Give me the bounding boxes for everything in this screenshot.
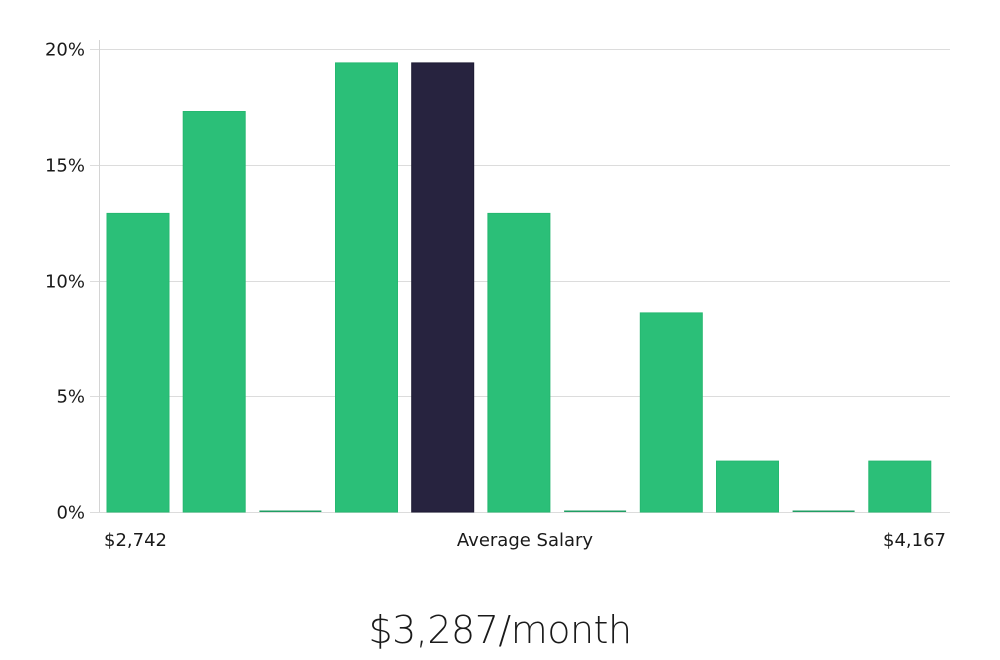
histogram-bar xyxy=(716,460,779,513)
histogram-bar-highlighted xyxy=(411,62,475,513)
histogram-bar xyxy=(868,460,932,513)
y-tick-label: 15% xyxy=(45,156,85,177)
histogram-bar-empty xyxy=(792,510,855,512)
x-max-label: $4,167 xyxy=(883,530,946,551)
histogram-bar xyxy=(106,212,170,513)
y-tick-label: 0% xyxy=(56,503,85,524)
histogram-bar xyxy=(335,62,398,513)
x-axis-title: Average Salary xyxy=(456,530,594,551)
y-tick-label: 5% xyxy=(56,387,85,408)
y-tick-label: 10% xyxy=(45,272,85,293)
x-min-label: $2,742 xyxy=(104,530,167,551)
salary-histogram: 0% 5% 10% 15% 20% xyxy=(45,40,950,524)
bars xyxy=(106,62,932,513)
histogram-bar xyxy=(639,312,703,513)
histogram-bar-empty xyxy=(564,510,627,512)
average-salary-headline: $3,287/month xyxy=(368,608,632,652)
histogram-bar xyxy=(487,212,551,513)
y-axis-ticks: 0% 5% 10% 15% 20% xyxy=(45,40,85,524)
histogram-bar-empty xyxy=(259,510,322,512)
histogram-bar xyxy=(182,111,246,513)
y-tick-label: 20% xyxy=(45,40,85,61)
